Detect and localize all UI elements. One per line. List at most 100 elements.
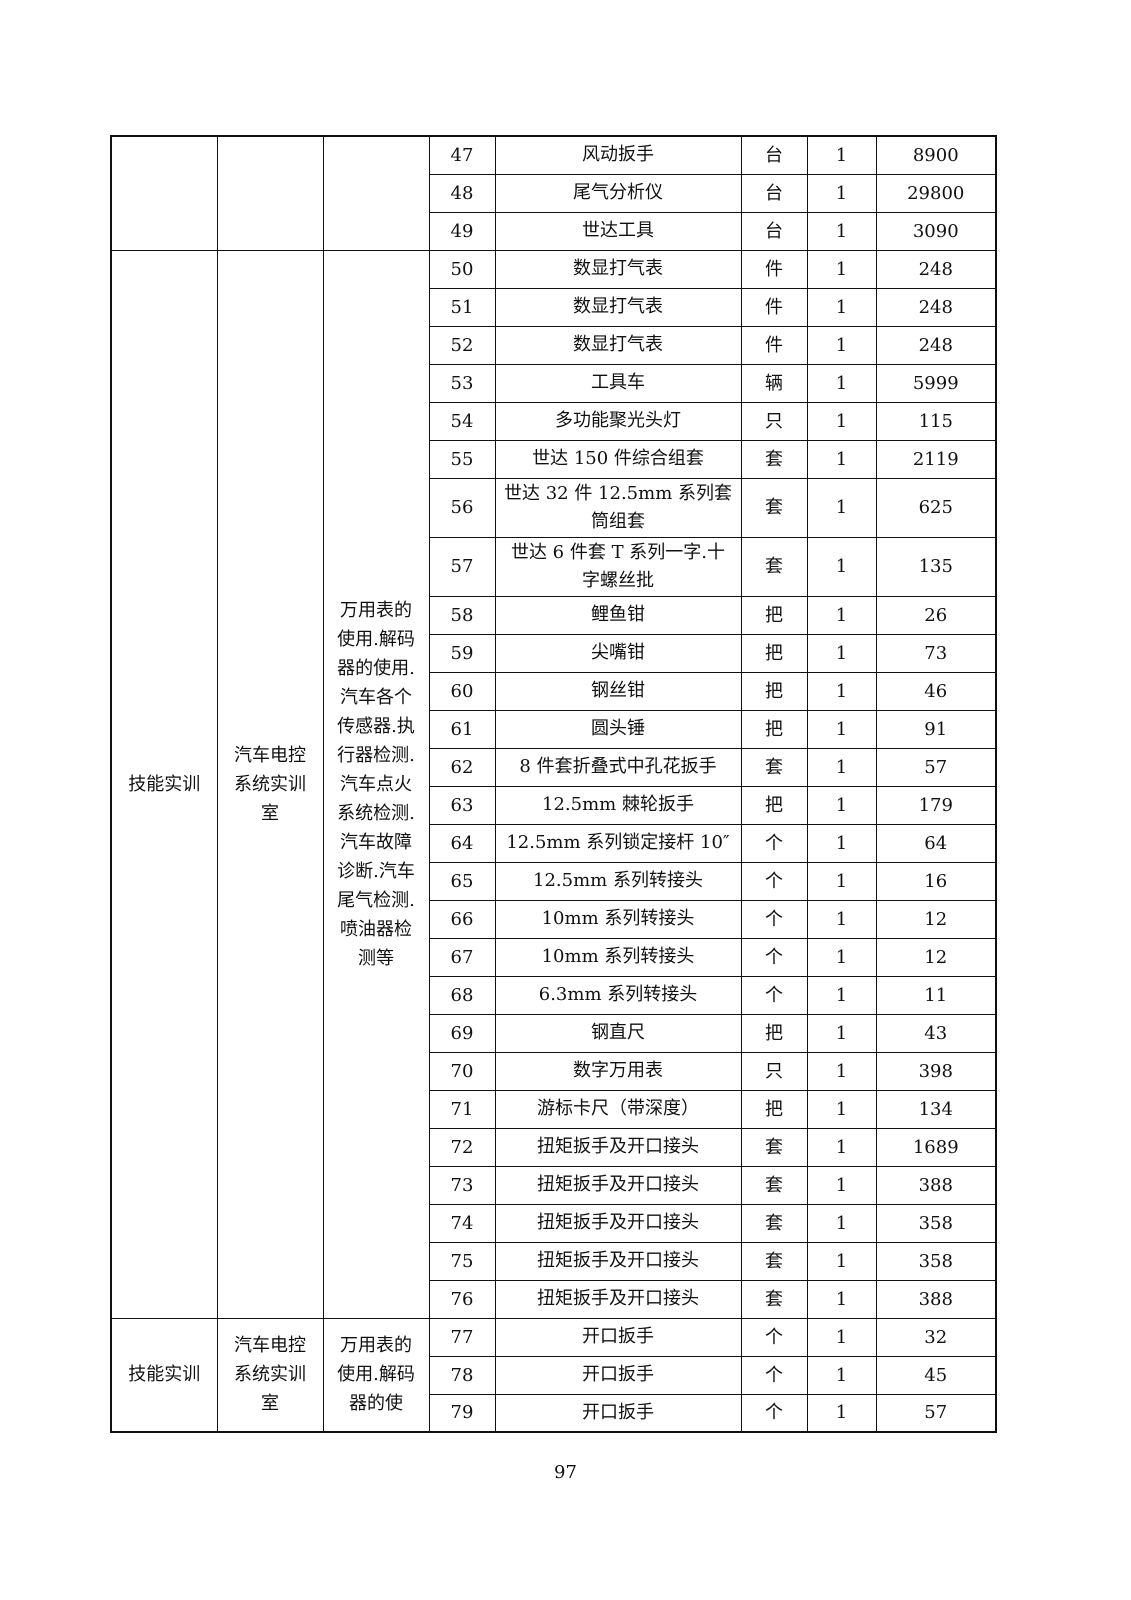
table-row: 57 世达 6 件套 T 系列一字.十字螺丝批套 1 135 bbox=[111, 536, 997, 597]
unit-cell: 个 bbox=[740, 1355, 808, 1395]
unit-cell: 把 bbox=[740, 785, 808, 825]
unit-cell: 台 bbox=[740, 135, 808, 175]
quantity-cell: 1 bbox=[806, 1165, 877, 1205]
content-cell: 万用表的使用.解码器的使用.汽车各个传感器.执行器检测.汽车点火系统检测.汽车故… bbox=[322, 249, 430, 1319]
quantity-cell: 1 bbox=[806, 823, 877, 863]
quantity-cell: 1 bbox=[806, 937, 877, 977]
table-row: 58 鲤鱼钳把 1 26 bbox=[111, 595, 997, 635]
quantity-cell: 1 bbox=[806, 1089, 877, 1129]
equipment-table: 47 风动扳手台 1 8900 48 尾气分析仪台 1 29800 49 世达工具台 1 3090 技能… bbox=[110, 135, 997, 1433]
item-name-cell: 钢直尺 bbox=[494, 1013, 742, 1053]
table-row: 56 世达 32 件 12.5mm 系列套筒组套套 1 625 bbox=[111, 477, 997, 538]
item-number-cell: 73 bbox=[428, 1165, 496, 1205]
price-cell: 64 bbox=[875, 823, 997, 863]
price-cell: 57 bbox=[875, 1393, 997, 1433]
price-cell: 625 bbox=[875, 477, 997, 538]
item-name-cell: 多功能聚光头灯 bbox=[494, 401, 742, 441]
unit-cell: 件 bbox=[740, 287, 808, 327]
quantity-cell: 1 bbox=[806, 536, 877, 597]
table-row: 52 数显打气表件 1 248 bbox=[111, 325, 997, 365]
quantity-cell: 1 bbox=[806, 211, 877, 251]
price-cell: 16 bbox=[875, 861, 997, 901]
item-number-cell: 47 bbox=[428, 135, 496, 175]
item-number-cell: 67 bbox=[428, 937, 496, 977]
unit-cell: 个 bbox=[740, 975, 808, 1015]
item-number-cell: 65 bbox=[428, 861, 496, 901]
item-name-cell: 数字万用表 bbox=[494, 1051, 742, 1091]
item-number-cell: 50 bbox=[428, 249, 496, 289]
item-name-cell: 游标卡尺（带深度） bbox=[494, 1089, 742, 1129]
item-name-cell: 扭矩扳手及开口接头 bbox=[494, 1165, 742, 1205]
quantity-cell: 1 bbox=[806, 287, 877, 327]
unit-cell: 把 bbox=[740, 709, 808, 749]
content-cell: 万用表的使用.解码器的使 bbox=[322, 1317, 430, 1433]
unit-cell: 把 bbox=[740, 1013, 808, 1053]
item-number-cell: 76 bbox=[428, 1279, 496, 1319]
table-row: 55 世达 150 件综合组套套 1 2119 bbox=[111, 439, 997, 479]
price-cell: 46 bbox=[875, 671, 997, 711]
unit-cell: 件 bbox=[740, 325, 808, 365]
quantity-cell: 1 bbox=[806, 1317, 877, 1357]
price-cell: 3090 bbox=[875, 211, 997, 251]
table-row: 75 扭矩扳手及开口接头套 1 358 bbox=[111, 1241, 997, 1281]
unit-cell: 套 bbox=[740, 1203, 808, 1243]
item-number-cell: 72 bbox=[428, 1127, 496, 1167]
unit-cell: 只 bbox=[740, 1051, 808, 1091]
room-cell: 汽车电控系统实训室 bbox=[216, 249, 324, 1319]
item-number-cell: 69 bbox=[428, 1013, 496, 1053]
table-row: 71 游标卡尺（带深度）把 1 134 bbox=[111, 1089, 997, 1129]
unit-cell: 套 bbox=[740, 439, 808, 479]
quantity-cell: 1 bbox=[806, 861, 877, 901]
item-number-cell: 57 bbox=[428, 536, 496, 597]
price-cell: 32 bbox=[875, 1317, 997, 1357]
category-cell: 技能实训 bbox=[110, 1317, 218, 1433]
table-row: 76 扭矩扳手及开口接头套 1 388 bbox=[111, 1279, 997, 1319]
item-number-cell: 52 bbox=[428, 325, 496, 365]
price-cell: 115 bbox=[875, 401, 997, 441]
item-number-cell: 66 bbox=[428, 899, 496, 939]
item-name-cell: 12.5mm 棘轮扳手 bbox=[494, 785, 742, 825]
quantity-cell: 1 bbox=[806, 135, 877, 175]
item-number-cell: 49 bbox=[428, 211, 496, 251]
table-row: 64 12.5mm 系列锁定接杆 10″ 个 1 64 bbox=[111, 823, 997, 863]
item-name-cell: 扭矩扳手及开口接头 bbox=[494, 1127, 742, 1167]
unit-cell: 个 bbox=[740, 861, 808, 901]
price-cell: 43 bbox=[875, 1013, 997, 1053]
price-cell: 26 bbox=[875, 595, 997, 635]
item-name-cell: 世达 32 件 12.5mm 系列套筒组套 bbox=[494, 477, 742, 538]
quantity-cell: 1 bbox=[806, 1127, 877, 1167]
unit-cell: 个 bbox=[740, 899, 808, 939]
price-cell: 135 bbox=[875, 536, 997, 597]
item-name-cell: 扭矩扳手及开口接头 bbox=[494, 1241, 742, 1281]
item-name-cell: 尖嘴钳 bbox=[494, 633, 742, 673]
table-row: 72 扭矩扳手及开口接头套 1 1689 bbox=[111, 1127, 997, 1167]
unit-cell: 套 bbox=[740, 477, 808, 538]
quantity-cell: 1 bbox=[806, 477, 877, 538]
unit-cell: 台 bbox=[740, 211, 808, 251]
quantity-cell: 1 bbox=[806, 671, 877, 711]
price-cell: 358 bbox=[875, 1241, 997, 1281]
item-number-cell: 61 bbox=[428, 709, 496, 749]
unit-cell: 套 bbox=[740, 1241, 808, 1281]
quantity-cell: 1 bbox=[806, 173, 877, 213]
price-cell: 1689 bbox=[875, 1127, 997, 1167]
table-row: 62 8 件套折叠式中孔花扳手套 1 57 bbox=[111, 747, 997, 787]
item-number-cell: 71 bbox=[428, 1089, 496, 1129]
item-name-cell: 工具车 bbox=[494, 363, 742, 403]
unit-cell: 把 bbox=[740, 671, 808, 711]
category-cell bbox=[110, 135, 218, 251]
price-cell: 358 bbox=[875, 1203, 997, 1243]
price-cell: 248 bbox=[875, 287, 997, 327]
page-number: 97 bbox=[554, 1462, 577, 1483]
price-cell: 73 bbox=[875, 633, 997, 673]
quantity-cell: 1 bbox=[806, 1051, 877, 1091]
item-number-cell: 60 bbox=[428, 671, 496, 711]
price-cell: 45 bbox=[875, 1355, 997, 1395]
item-name-cell: 世达工具 bbox=[494, 211, 742, 251]
table-row: 65 12.5mm 系列转接头个 1 16 bbox=[111, 861, 997, 901]
quantity-cell: 1 bbox=[806, 1203, 877, 1243]
category-cell: 技能实训 bbox=[110, 249, 218, 1319]
unit-cell: 套 bbox=[740, 1165, 808, 1205]
unit-cell: 把 bbox=[740, 595, 808, 635]
item-number-cell: 79 bbox=[428, 1393, 496, 1433]
